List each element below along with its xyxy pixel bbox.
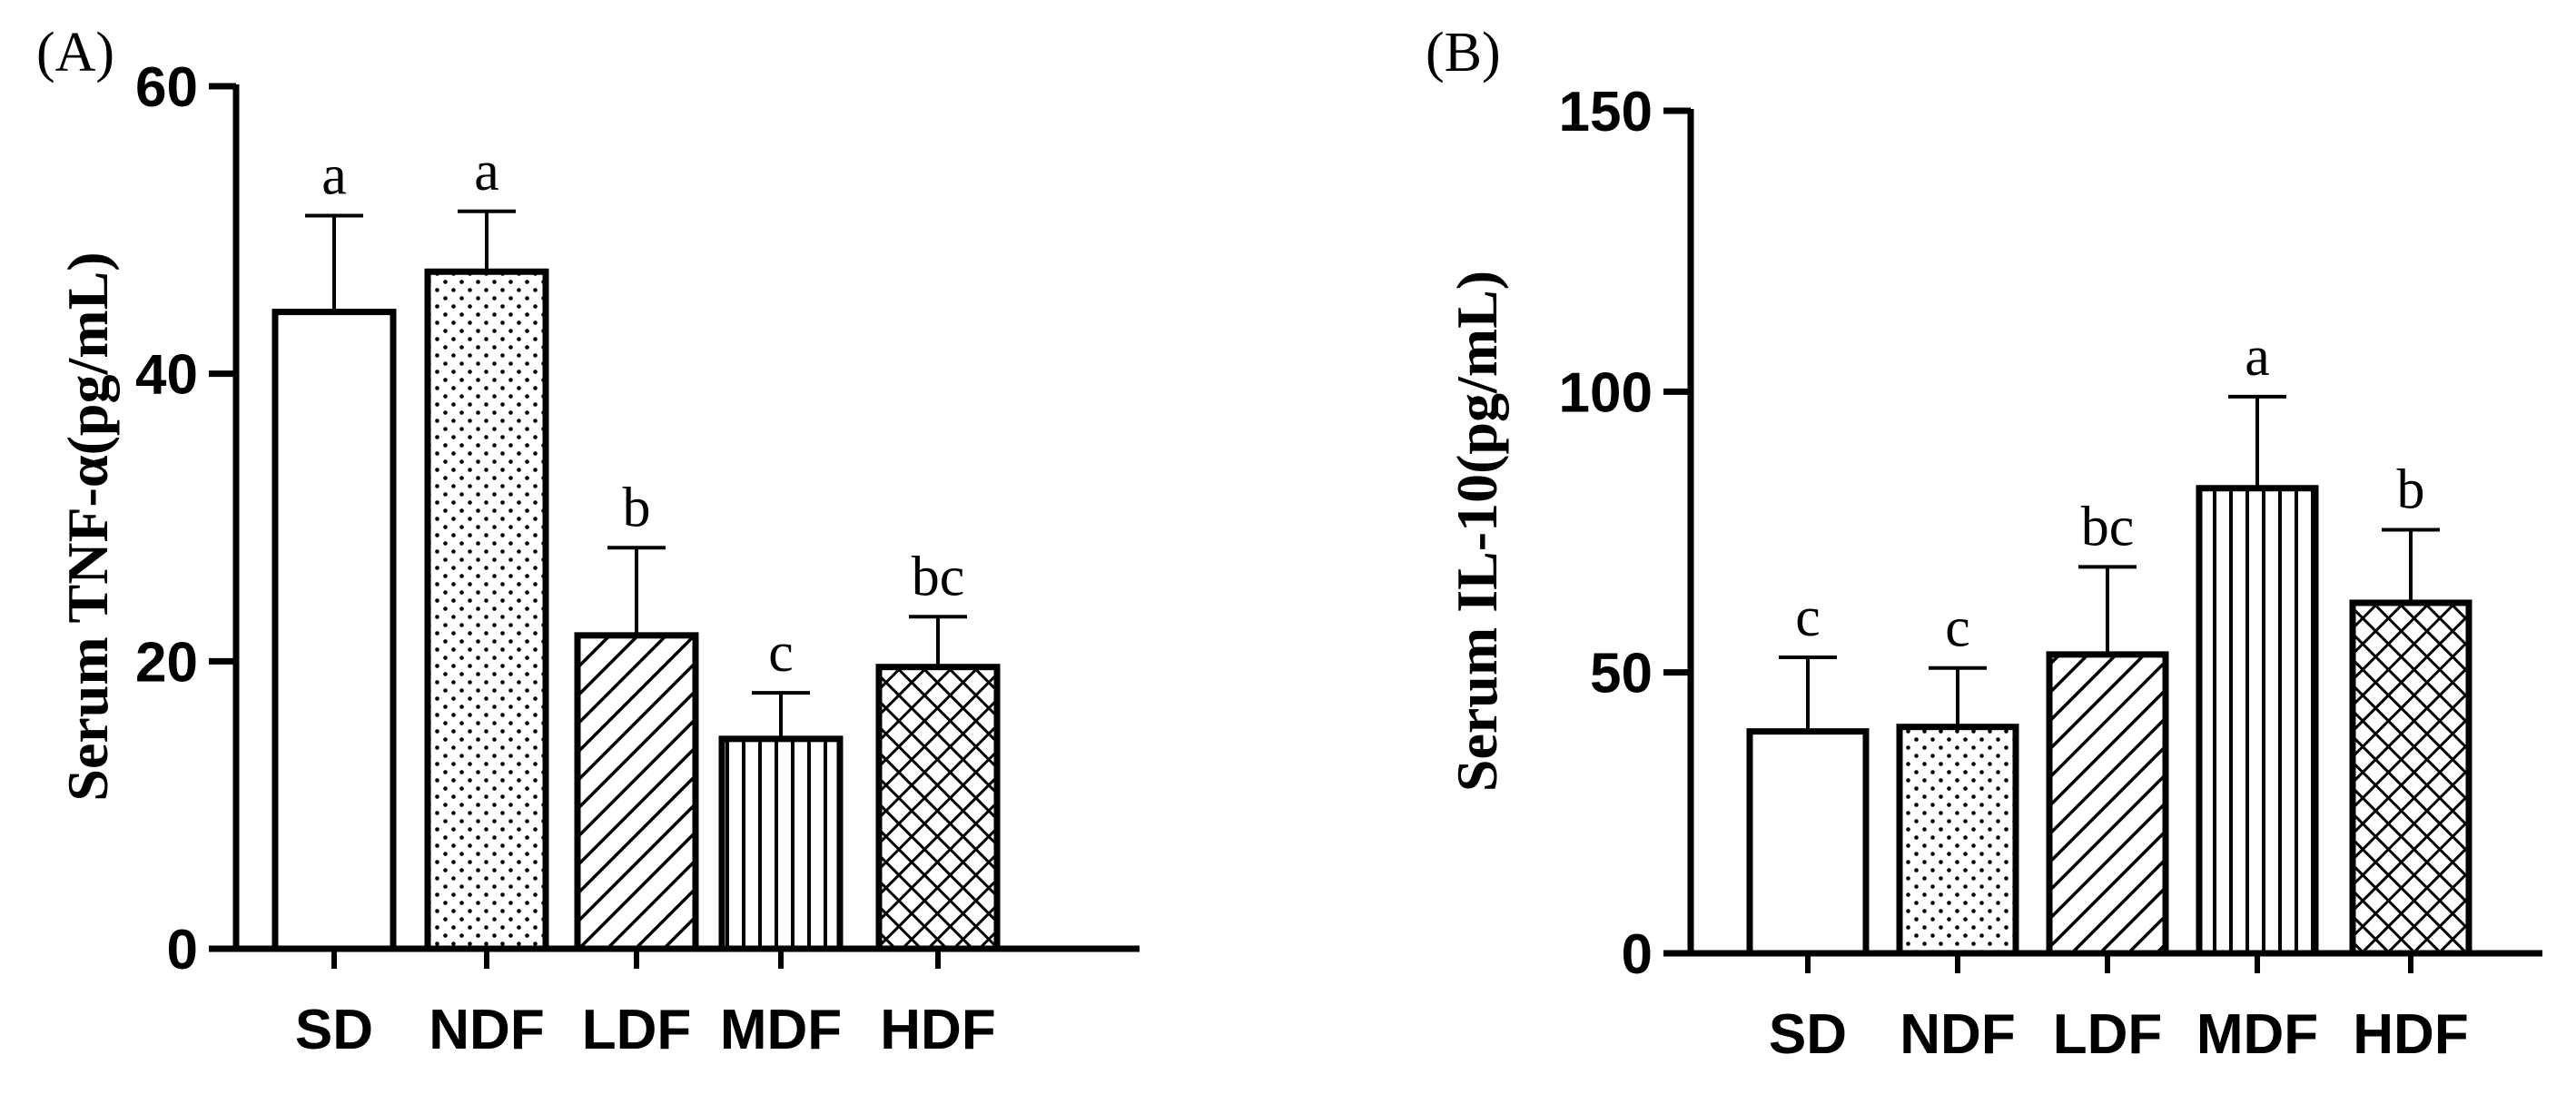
panel-a-x-tick-label-ldf: LDF bbox=[582, 999, 692, 1061]
panel-a-significance-sd: a bbox=[321, 145, 347, 207]
panel-b-label: (B) bbox=[1426, 22, 1501, 84]
panel-b-y-tick-label-0: 0 bbox=[1622, 923, 1653, 986]
panel-b-x-tick-label-mdf: MDF bbox=[2196, 1003, 2318, 1066]
panel-b-significance-mdf: a bbox=[2245, 326, 2270, 388]
panel-a-x-tick-label-mdf: MDF bbox=[720, 999, 842, 1061]
panel-b-significance-ndf: c bbox=[1945, 597, 1970, 659]
panel-a-y-tick-label-0: 0 bbox=[167, 919, 198, 981]
panel-a-bar-ldf bbox=[574, 632, 699, 952]
panel-b-bar-hdf bbox=[2349, 599, 2472, 957]
panel-a-bar-mdf bbox=[718, 735, 844, 952]
panel-b-x-tick-label-hdf: HDF bbox=[2353, 1003, 2468, 1066]
panel-b-bar-mdf bbox=[2196, 485, 2319, 957]
panel-a-significance-hdf: bc bbox=[912, 546, 965, 607]
panel-b-y-tick-label-50: 50 bbox=[1590, 643, 1653, 705]
panel-b-x-tick-label-sd: SD bbox=[1769, 1003, 1847, 1066]
panel-a: (A) Serum TNF-α(pg/mL) a SD a NDF b LDF c MDF bc… bbox=[36, 22, 1140, 1061]
panel-a-significance-ldf: b bbox=[623, 477, 651, 538]
panel-a-label: (A) bbox=[36, 22, 114, 84]
panel-a-x-tick-label-sd: SD bbox=[295, 999, 373, 1061]
panel-b-bar-sd bbox=[1746, 728, 1870, 957]
panel-a-y-tick-label-20: 20 bbox=[135, 631, 198, 694]
panel-b-significance-sd: c bbox=[1795, 587, 1821, 648]
panel-a-bar-sd bbox=[271, 309, 397, 952]
panel-b: (B) Serum IL-10(pg/mL) c SD c NDF bc LDF a MDF b… bbox=[1426, 22, 2542, 1066]
panel-b-significance-ldf: bc bbox=[2081, 496, 2135, 557]
panel-a-y-axis-title: Serum TNF-α(pg/mL) bbox=[55, 251, 120, 801]
panel-b-y-tick-label-100: 100 bbox=[1559, 361, 1653, 424]
panel-b-y-axis-title: Serum IL-10(pg/mL) bbox=[1445, 271, 1509, 792]
panel-b-y-tick-label-150: 150 bbox=[1559, 81, 1653, 143]
panel-a-significance-mdf: c bbox=[768, 622, 794, 684]
panel-a-x-tick-label-ndf: NDF bbox=[429, 999, 544, 1061]
panel-a-bar-hdf bbox=[875, 664, 1001, 952]
panel-b-significance-hdf: b bbox=[2397, 459, 2425, 521]
panel-b-x-tick-label-ndf: NDF bbox=[1900, 1003, 2015, 1066]
panel-a-significance-ndf: a bbox=[474, 141, 499, 202]
panel-a-y-tick-label-60: 60 bbox=[135, 56, 198, 119]
panel-b-x-tick-label-ldf: LDF bbox=[2053, 1003, 2163, 1066]
panel-b-bar-ndf bbox=[1896, 724, 2019, 957]
panel-a-bar-ndf bbox=[424, 268, 549, 952]
panel-b-bar-ldf bbox=[2046, 651, 2169, 957]
panel-a-x-tick-label-hdf: HDF bbox=[880, 999, 995, 1061]
panel-a-y-tick-label-40: 40 bbox=[135, 344, 198, 407]
